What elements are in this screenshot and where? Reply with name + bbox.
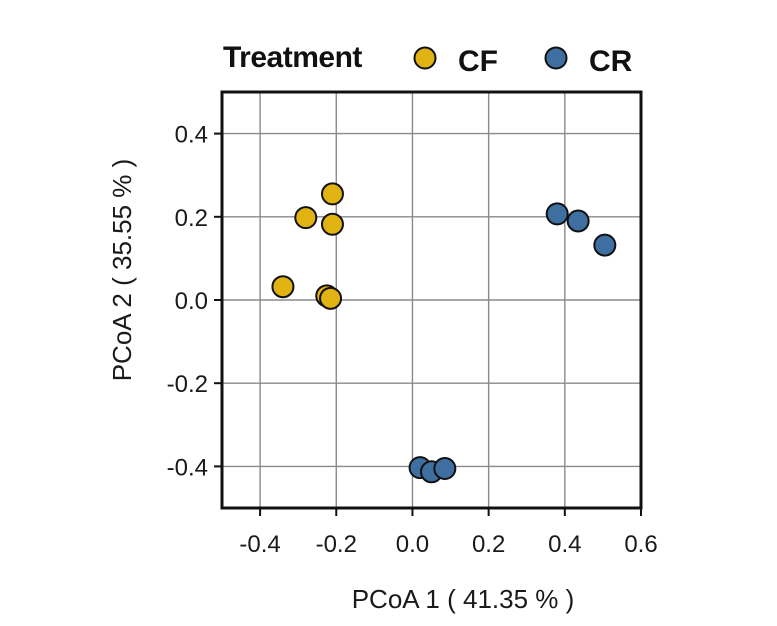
legend-marker-cf: [413, 46, 437, 70]
y-tick-label: 0.4: [175, 122, 208, 149]
legend-label-cr: CR: [589, 45, 633, 78]
data-point-cf: [271, 275, 295, 299]
x-tick-label: -0.4: [239, 531, 280, 558]
y-axis: 0.4 0.2 0.0 -0.2 -0.4: [167, 122, 222, 481]
x-tick-label: 0.0: [396, 531, 429, 558]
y-tick-label: 0.2: [175, 205, 208, 232]
y-tick-label: 0.0: [175, 288, 208, 315]
legend-marker-cr: [544, 46, 568, 70]
x-tick-label: -0.2: [316, 531, 357, 558]
data-point-cr: [433, 456, 457, 480]
x-axis: -0.4 -0.2 0.0 0.2 0.4 0.6: [239, 508, 658, 558]
x-tick-label: 0.4: [548, 531, 581, 558]
data-point-cr: [566, 209, 590, 233]
y-axis-title: PCoA 2 ( 35.55 % ): [107, 159, 137, 382]
data-point-cf: [319, 286, 343, 310]
y-tick-label: -0.4: [167, 454, 208, 481]
legend: Treatment CF CR: [223, 41, 633, 78]
x-axis-title: PCoA 1 ( 41.35 % ): [352, 584, 575, 614]
data-point-cr: [593, 233, 617, 257]
x-tick-label: 0.6: [624, 531, 657, 558]
data-point-cf: [320, 182, 344, 206]
y-tick-label: -0.2: [167, 371, 208, 398]
data-point-cr: [545, 202, 569, 226]
data-points: [271, 182, 617, 484]
legend-label-cf: CF: [458, 45, 498, 78]
data-point-cf: [320, 212, 344, 236]
data-point-cf: [294, 206, 318, 230]
legend-title: Treatment: [223, 41, 362, 74]
gridlines: [222, 92, 642, 508]
x-tick-label: 0.2: [472, 531, 505, 558]
